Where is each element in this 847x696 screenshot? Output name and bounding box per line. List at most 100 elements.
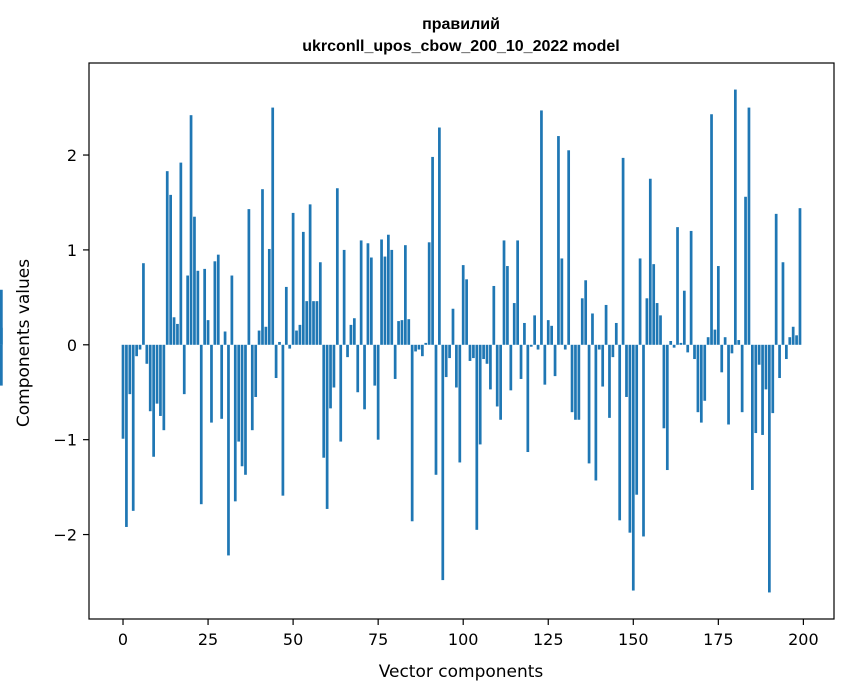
bar [706,337,710,345]
bar [448,344,451,359]
bar [155,344,159,404]
bar [346,344,349,358]
x-tick-label: 100 [448,630,479,649]
y-tick-label: 1 [67,241,77,260]
bar [352,318,356,345]
plot-frame [88,62,835,620]
bar [458,344,462,463]
bar [751,344,754,490]
x-tick-label: 75 [368,630,388,649]
bar [713,329,717,345]
bar [526,344,530,453]
bar [210,344,213,423]
bar [400,320,404,345]
bar [434,344,438,475]
bar [774,213,778,345]
bar [506,266,509,345]
bar [363,344,366,410]
bar [441,344,445,581]
bar [655,303,659,345]
bar [369,257,373,345]
bar [631,344,635,591]
bar [642,344,645,537]
bar [465,279,468,345]
bar [516,240,519,345]
bar [693,344,696,360]
bar [410,344,414,522]
bar [244,344,247,475]
bar [138,344,142,350]
bar [472,344,475,359]
bar [533,315,536,345]
y-tick-label: 2 [67,146,77,165]
bar [349,324,353,345]
bar [614,322,618,345]
bar [390,249,394,345]
bar [247,209,251,345]
bar [502,240,506,345]
bar [223,331,227,345]
y-axis-label: Components values [14,259,34,427]
bar [679,342,683,345]
bar [703,344,707,401]
bar [795,335,798,345]
bar [206,320,210,345]
bar [628,344,632,533]
x-tick-label: 0 [118,630,128,649]
bar [648,178,652,345]
bar [135,344,138,357]
bar [529,344,533,347]
bar [301,231,305,345]
bar [611,344,615,358]
bar [577,344,581,420]
bar [720,344,724,373]
bar [257,330,261,345]
bar [716,266,720,345]
bar [451,308,455,345]
x-tick-label: 200 [788,630,819,649]
x-axis-label: Vector components [379,662,544,682]
bar [145,344,149,364]
bar [254,344,258,397]
bar [489,344,492,390]
bar [710,114,713,345]
bar [563,344,567,350]
bar [414,344,417,352]
bar [298,324,302,345]
bar [308,204,312,345]
bar [366,243,370,345]
bar [540,110,543,345]
bar [574,344,577,420]
bar [431,156,434,345]
bar [332,344,336,388]
bar [788,337,792,345]
bar [682,290,686,345]
bar [591,313,594,345]
bar [159,344,162,416]
bar [339,344,343,442]
bar [182,344,186,395]
bar [536,344,540,350]
bar [781,262,785,345]
bar [696,344,700,413]
bar [131,344,135,511]
bar [485,344,489,364]
bar [165,171,169,345]
bar [512,303,516,345]
bar [421,344,424,357]
bar [798,208,802,345]
bar [757,344,761,365]
bar [560,258,564,345]
bar [778,344,781,379]
bar [393,344,397,379]
y-tick-label: −1 [53,431,77,450]
bar [227,344,230,556]
bar [213,261,217,345]
bar [335,188,339,345]
bar [475,344,479,530]
bar [424,342,428,345]
bar [601,344,605,387]
bar [509,344,513,391]
bar [318,262,322,345]
